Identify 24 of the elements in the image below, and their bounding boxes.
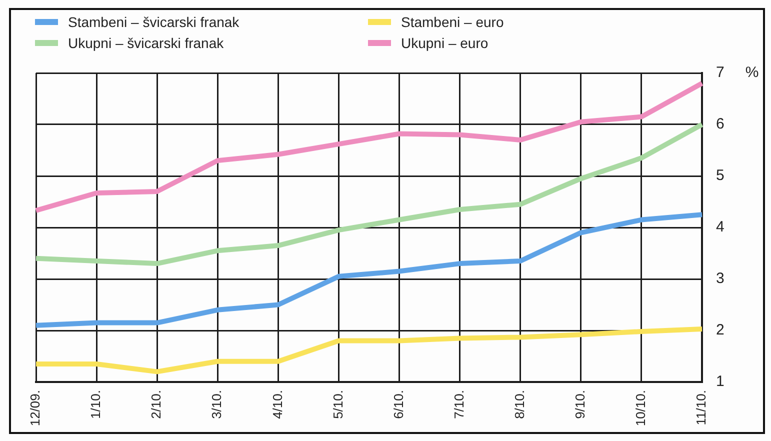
x-tick-label: 2/10.: [148, 390, 164, 419]
x-tick-label: 12/09.: [28, 390, 43, 426]
x-tick-label: 8/10.: [512, 390, 527, 419]
x-tick-label: 10/10.: [633, 390, 648, 426]
y-tick-label: 4: [716, 218, 724, 236]
x-tick-label: 5/10.: [330, 390, 346, 419]
x-tick-label: 1/10.: [88, 390, 104, 419]
legend-label: Ukupni – euro: [401, 35, 488, 51]
legend-label: Stambeni – euro: [401, 14, 504, 30]
x-tick-label: 9/10.: [572, 390, 588, 419]
y-tick-label: 1: [716, 373, 724, 390]
x-tick-label: 11/10.: [694, 390, 709, 426]
x-tick-label: 7/10.: [451, 390, 466, 419]
legend-label: Stambeni – švicarski franak: [68, 14, 240, 30]
x-tick-label: 4/10.: [270, 390, 285, 419]
x-tick-label: 6/10.: [390, 390, 406, 419]
y-tick-label: 5: [716, 167, 724, 184]
legend-label: Ukupni – švicarski franak: [68, 35, 224, 51]
y-tick-label: 3: [716, 270, 724, 288]
y-tick-label: 7: [716, 64, 724, 82]
x-tick-label: 3/10.: [209, 390, 224, 419]
y-axis-title: %: [745, 64, 759, 82]
y-tick-label: 6: [716, 116, 724, 133]
y-tick-label: 2: [716, 322, 724, 339]
